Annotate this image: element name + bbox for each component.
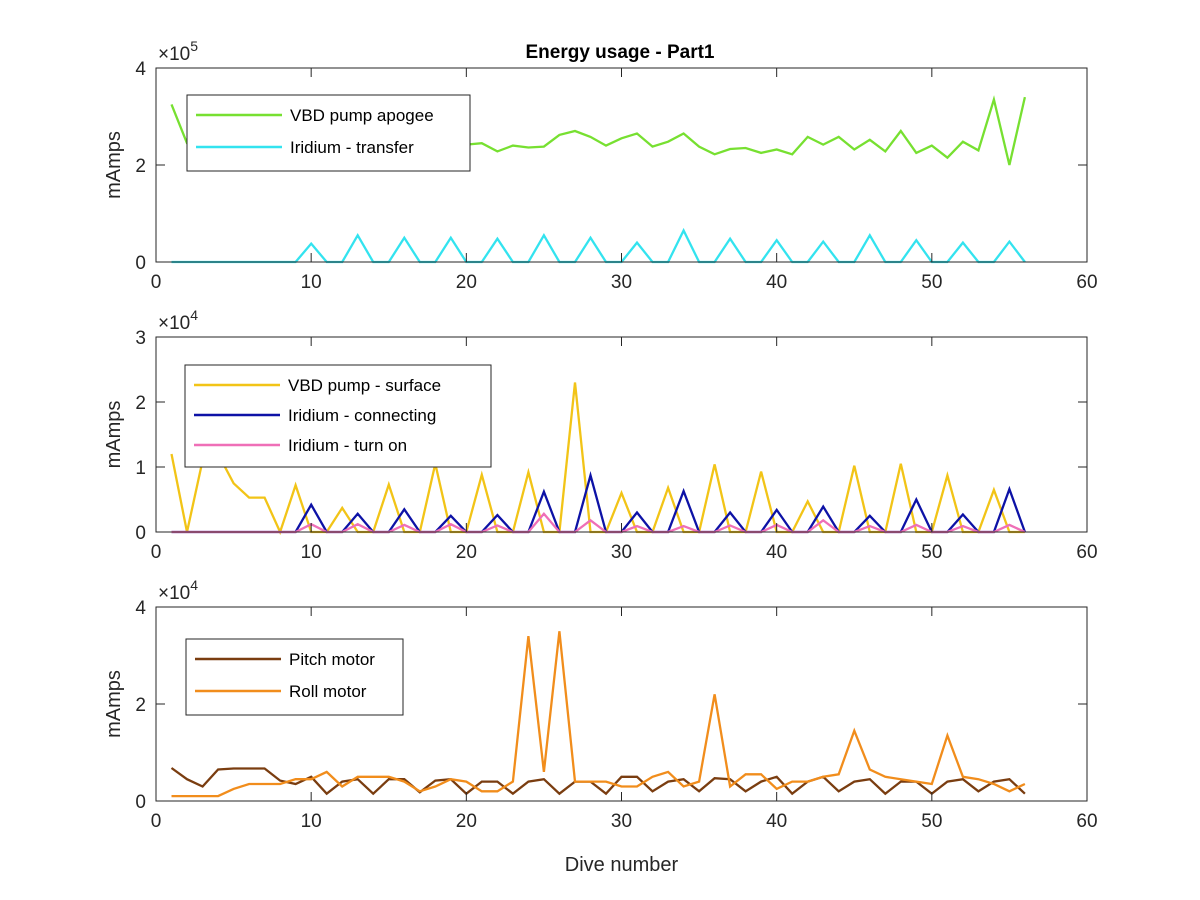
x-tick-label: 10 [301,542,322,563]
y-tick-label: 4 [135,59,146,80]
x-axis-label: Dive number [565,854,679,876]
x-tick-label: 40 [766,272,787,293]
x-tick-label: 50 [921,272,942,293]
series-line-0-1 [171,227,1026,264]
x-tick-label: 60 [1076,272,1097,293]
x-tick-label: 20 [456,542,477,563]
y-tick-label: 1 [135,458,146,479]
x-tick-label: 0 [151,811,162,832]
x-tick-label: 30 [611,272,632,293]
legend-label: Iridium - transfer [290,138,414,157]
y-tick-label: 2 [135,156,146,177]
x-tick-label: 10 [301,811,322,832]
x-tick-label: 30 [611,811,632,832]
y-exponent-power: 5 [190,38,198,54]
y-tick-label: 2 [135,695,146,716]
legend-label: Roll motor [289,682,367,701]
legend-label: Pitch motor [289,650,375,669]
x-tick-label: 0 [151,542,162,563]
x-tick-label: 30 [611,542,632,563]
x-tick-label: 60 [1076,811,1097,832]
x-tick-label: 20 [456,811,477,832]
y-exponent-power: 4 [190,307,198,323]
legend-label: VBD pump apogee [290,106,434,125]
y-axis-label: mAmps [103,670,125,738]
legend-label: Iridium - connecting [288,406,436,425]
y-tick-label: 0 [135,792,146,813]
legend-box [185,638,404,716]
y-axis-label: mAmps [103,131,125,199]
x-tick-label: 40 [766,542,787,563]
y-tick-label: 0 [135,253,146,274]
y-exponent-power: 4 [190,577,198,593]
x-tick-label: 20 [456,272,477,293]
series-line-2-0 [170,767,1026,796]
y-tick-label: 0 [135,523,146,544]
y-axis-label: mAmps [103,401,125,469]
x-tick-label: 60 [1076,542,1097,563]
x-tick-label: 50 [921,542,942,563]
x-tick-label: 0 [151,272,162,293]
y-tick-label: 3 [135,328,146,349]
legend-label: VBD pump - surface [288,376,441,395]
y-tick-label: 4 [135,598,146,619]
figure-title: Energy usage - Part1 [525,42,714,63]
series-line-2-1 [171,631,1026,798]
series-line-1-2 [171,512,1026,534]
y-tick-label: 2 [135,393,146,414]
x-tick-label: 40 [766,811,787,832]
x-tick-label: 50 [921,811,942,832]
series-line-1-1 [171,471,1026,534]
x-tick-label: 10 [301,272,322,293]
legend-label: Iridium - turn on [288,436,407,455]
legend-box [186,94,471,172]
